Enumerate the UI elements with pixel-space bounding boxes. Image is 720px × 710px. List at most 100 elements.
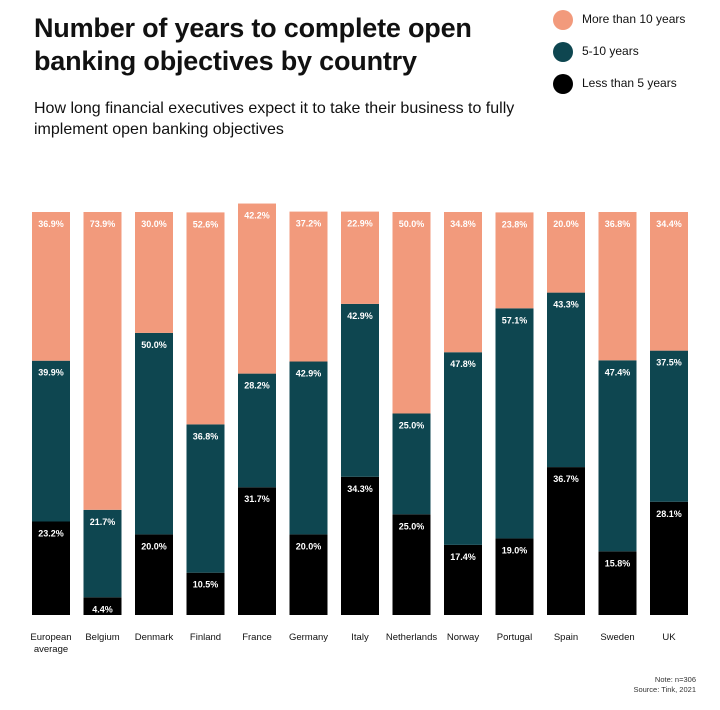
legend-swatch-more-than-10-years [553, 10, 573, 30]
data-label-france-less-than-5-years: 31.7% [244, 494, 270, 504]
bar-portugal-5-10-years [495, 308, 534, 539]
bar-denmark-5-10-years [135, 332, 173, 535]
bar-belgium-more-than-10-years [83, 212, 122, 510]
legend-item-more-than-10-years: More than 10 years [553, 10, 720, 30]
data-label-european-average-less-than-5-years: 23.2% [38, 529, 64, 539]
data-label-european-average-5-10-years: 39.9% [38, 368, 64, 378]
data-label-germany-less-than-5-years: 20.0% [296, 541, 322, 551]
bar-germany-less-than-5-years [289, 534, 328, 615]
legend-item-less-than-5-years: Less than 5 years [553, 74, 720, 94]
bar-italy-more-than-10-years [341, 211, 379, 304]
bar-finland-5-10-years [186, 424, 225, 573]
data-label-portugal-5-10-years: 57.1% [502, 315, 528, 325]
category-label-sweden: Sweden [600, 632, 634, 643]
bar-spain-5-10-years [547, 292, 585, 468]
data-label-norway-less-than-5-years: 17.4% [450, 552, 476, 562]
data-label-finland-5-10-years: 36.8% [193, 431, 219, 441]
data-label-germany-more-than-10-years: 37.2% [296, 219, 322, 229]
bar-uk-less-than-5-years [650, 501, 688, 615]
bar-european-average-less-than-5-years [32, 521, 70, 615]
category-label-netherlands: Netherlands [386, 632, 437, 643]
data-label-norway-5-10-years: 47.8% [450, 359, 476, 369]
data-label-uk-less-than-5-years: 28.1% [656, 509, 682, 519]
bar-norway-5-10-years [444, 352, 482, 545]
bar-european-average-5-10-years [32, 360, 70, 522]
bar-sweden-more-than-10-years [598, 212, 637, 361]
data-label-sweden-less-than-5-years: 15.8% [605, 558, 631, 568]
legend-label-less-than-5-years: Less than 5 years [582, 76, 677, 90]
category-label-uk: UK [662, 632, 676, 643]
chart-note: Note: n=306 Source: Tink, 2021 [633, 675, 696, 695]
legend-label-5-10-years: 5-10 years [582, 44, 639, 58]
category-label-spain: Spain [554, 632, 578, 643]
data-label-italy-more-than-10-years: 22.9% [347, 219, 373, 229]
bar-germany-5-10-years [289, 361, 328, 535]
data-label-denmark-5-10-years: 50.0% [141, 340, 167, 350]
bar-norway-less-than-5-years [444, 544, 482, 615]
data-label-france-more-than-10-years: 42.2% [244, 211, 270, 221]
bar-european-average-more-than-10-years [32, 212, 70, 361]
data-label-netherlands-more-than-10-years: 50.0% [399, 219, 425, 229]
category-label-italy: Italy [351, 632, 369, 643]
data-label-sweden-5-10-years: 47.4% [605, 367, 631, 377]
note-source: Source: Tink, 2021 [633, 685, 696, 694]
data-label-uk-5-10-years: 37.5% [656, 358, 682, 368]
data-label-belgium-5-10-years: 21.7% [90, 517, 116, 527]
bar-uk-5-10-years [650, 350, 688, 502]
category-label-finland: Finland [190, 632, 221, 643]
data-label-netherlands-5-10-years: 25.0% [399, 421, 425, 431]
bar-netherlands-5-10-years [392, 413, 431, 515]
category-label-portugal: Portugal [497, 632, 532, 643]
bar-norway-more-than-10-years [444, 212, 482, 353]
bar-denmark-more-than-10-years [135, 212, 173, 333]
bar-sweden-less-than-5-years [598, 551, 637, 615]
category-label-france: France [242, 632, 272, 643]
bar-uk-more-than-10-years [650, 212, 688, 351]
bar-netherlands-more-than-10-years [392, 212, 431, 414]
bar-belgium-less-than-5-years [83, 597, 122, 615]
legend-swatch-less-than-5-years [553, 74, 573, 94]
bar-netherlands-less-than-5-years [392, 514, 431, 615]
bar-sweden-5-10-years [598, 360, 637, 552]
chart-subtitle: How long financial executives expect it … [34, 100, 515, 138]
category-label-denmark: Denmark [135, 632, 174, 643]
data-label-italy-5-10-years: 42.9% [347, 311, 373, 321]
bar-france-more-than-10-years [238, 203, 276, 374]
category-label-european-average: European average [30, 632, 71, 655]
legend-item-5-10-years: 5-10 years [553, 42, 720, 62]
data-label-spain-5-10-years: 43.3% [553, 300, 579, 310]
legend-label-more-than-10-years: More than 10 years [582, 12, 686, 26]
bar-spain-more-than-10-years [547, 212, 585, 293]
bar-italy-less-than-5-years [341, 476, 379, 615]
data-label-finland-less-than-5-years: 10.5% [193, 580, 219, 590]
data-label-norway-more-than-10-years: 34.8% [450, 219, 476, 229]
data-label-portugal-more-than-10-years: 23.8% [502, 219, 528, 229]
data-label-germany-5-10-years: 42.9% [296, 369, 322, 379]
bar-belgium-5-10-years [83, 509, 122, 598]
bar-germany-more-than-10-years [289, 211, 328, 362]
legend-swatch-5-10-years [553, 42, 573, 62]
bar-finland-more-than-10-years [186, 212, 225, 425]
bar-france-5-10-years [238, 373, 276, 488]
data-label-belgium-less-than-5-years: 4.4% [92, 604, 113, 614]
data-label-denmark-less-than-5-years: 20.0% [141, 541, 167, 551]
category-label-germany: Germany [289, 632, 328, 643]
bar-italy-5-10-years [341, 303, 379, 477]
data-label-belgium-more-than-10-years: 73.9% [90, 219, 116, 229]
data-label-finland-more-than-10-years: 52.6% [193, 219, 219, 229]
data-label-portugal-less-than-5-years: 19.0% [502, 545, 528, 555]
data-label-spain-more-than-10-years: 20.0% [553, 219, 579, 229]
category-label-norway: Norway [447, 632, 479, 643]
bar-denmark-less-than-5-years [135, 534, 173, 615]
data-label-european-average-more-than-10-years: 36.9% [38, 219, 64, 229]
data-label-denmark-more-than-10-years: 30.0% [141, 219, 167, 229]
data-label-sweden-more-than-10-years: 36.8% [605, 219, 631, 229]
bar-portugal-less-than-5-years [495, 538, 534, 615]
data-label-uk-more-than-10-years: 34.4% [656, 219, 682, 229]
bar-france-less-than-5-years [238, 487, 276, 615]
bar-portugal-more-than-10-years [495, 212, 534, 309]
data-label-france-5-10-years: 28.2% [244, 381, 270, 391]
chart-title: Number of years to complete open banking… [34, 13, 472, 76]
data-label-netherlands-less-than-5-years: 25.0% [399, 521, 425, 531]
bar-spain-less-than-5-years [547, 467, 585, 615]
